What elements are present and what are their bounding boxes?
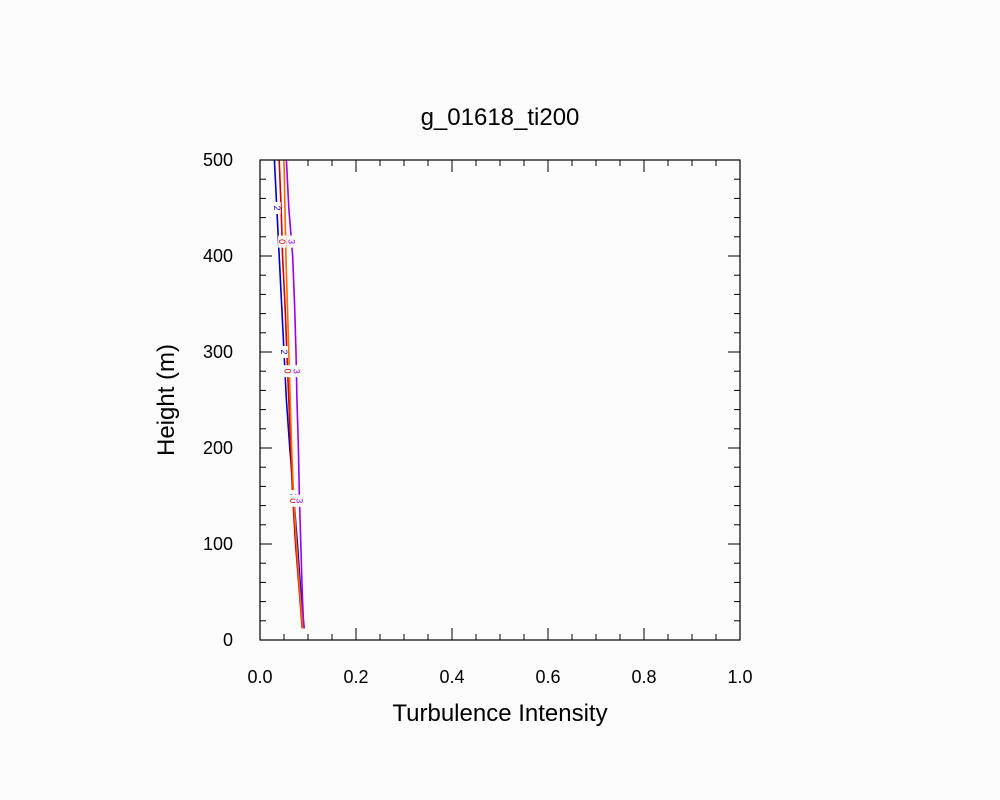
inline-label-bg bbox=[278, 235, 287, 248]
x-tick-label: 0.0 bbox=[247, 667, 272, 687]
y-tick-label: 300 bbox=[203, 342, 233, 362]
plot-frame bbox=[259, 159, 741, 641]
inline-series-label: 0 bbox=[283, 369, 293, 374]
y-tick-label: 100 bbox=[203, 534, 233, 554]
x-tick-label: 1.0 bbox=[727, 667, 752, 687]
inline-label-bg bbox=[287, 235, 296, 248]
series-layer bbox=[273, 159, 305, 629]
inline-series-label: 3 bbox=[295, 498, 305, 503]
inline-series-label: 3 bbox=[286, 239, 296, 244]
inline-series-label: 0 bbox=[277, 239, 287, 244]
inline-label-bg bbox=[292, 365, 301, 378]
x-tick-label: 0.4 bbox=[439, 667, 464, 687]
x-tick-label: 0.6 bbox=[535, 667, 560, 687]
inline-series-label: 3 bbox=[291, 369, 301, 374]
y-tick-label: 400 bbox=[203, 246, 233, 266]
chart-title: g_01618_ti200 bbox=[421, 104, 580, 131]
y-tick-label: 500 bbox=[203, 150, 233, 170]
inline-series-label: 2 bbox=[272, 205, 282, 210]
x-axis-label: Turbulence Intensity bbox=[392, 700, 607, 727]
inline-labels-layer: 222000333 bbox=[272, 202, 305, 507]
y-tick-label: 0 bbox=[223, 630, 233, 650]
x-tick-label: 0.8 bbox=[631, 667, 656, 687]
inline-label-bg bbox=[283, 365, 292, 378]
inline-label-bg bbox=[288, 494, 297, 507]
inline-label-bg bbox=[272, 202, 281, 214]
x-tick-label: 0.2 bbox=[343, 667, 368, 687]
y-axis-label: Height (m) bbox=[153, 344, 180, 456]
inline-label-bg bbox=[280, 346, 288, 358]
inline-series-label: 2 bbox=[279, 349, 289, 354]
inline-label-bg bbox=[295, 494, 304, 507]
y-tick-label: 200 bbox=[203, 438, 233, 458]
inline-series-label: 0 bbox=[288, 498, 298, 503]
